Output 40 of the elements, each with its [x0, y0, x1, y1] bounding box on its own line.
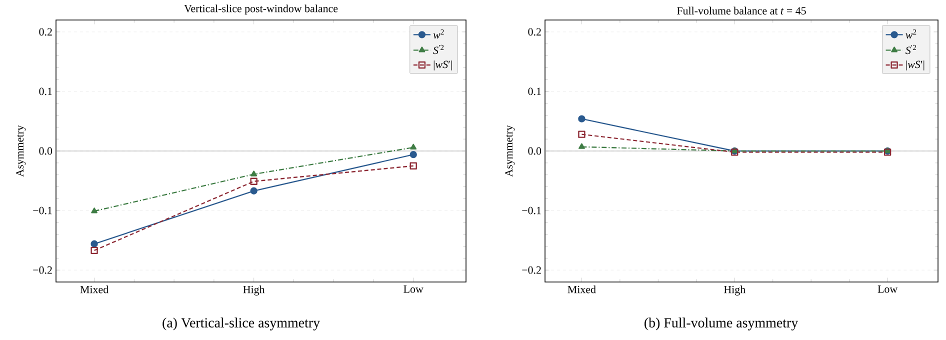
chart-title: Full-volume balance at t = 45	[676, 6, 806, 14]
y-tick-label: −0.2	[522, 266, 541, 274]
point	[250, 187, 258, 194]
y-tick-label: 0.2	[528, 28, 541, 36]
point	[578, 115, 586, 122]
text: (b) Full-volume asymmetry	[644, 318, 798, 330]
legend-label: S$^{′2}$	[433, 44, 444, 54]
y-tick-label: −0.1	[33, 206, 52, 214]
x-tick-label: Low	[404, 286, 424, 293]
legend-label: |wS′|	[906, 60, 924, 70]
point	[90, 246, 98, 254]
legend-label: |wS′|	[434, 60, 452, 70]
point	[578, 143, 585, 149]
x-tick-label: Low	[878, 286, 898, 293]
legend-label: S$^{′2}$	[906, 44, 916, 54]
point	[410, 150, 417, 158]
text: (a) Vertical-slice asymmetry	[162, 318, 320, 330]
x-tick-label: High	[724, 286, 746, 296]
y-tick-label: 0.0	[528, 147, 542, 155]
point	[91, 208, 98, 214]
legend-label: w$^{2}$	[433, 29, 444, 39]
x-tick-label: Mixed	[568, 286, 596, 294]
y-tick-label: −0.1	[522, 206, 541, 214]
legend-label: w$^{2}$	[906, 29, 916, 39]
chart-title: Vertical-slice post-window balance	[184, 4, 338, 14]
y-tick-label: 0.0	[39, 147, 52, 155]
point	[578, 130, 586, 138]
y-tick-label: −0.2	[33, 266, 52, 274]
point	[90, 240, 98, 248]
y-tick-label: 0.1	[528, 88, 541, 96]
point	[250, 170, 258, 176]
y-tick-label: 0.2	[39, 28, 52, 36]
point	[410, 162, 417, 170]
y-axis-title: Asymmetry	[16, 125, 26, 177]
point	[250, 178, 258, 185]
x-tick-label: Mixed	[80, 286, 108, 294]
y-tick-label: 0.1	[39, 88, 52, 96]
x-tick-label: High	[243, 286, 265, 296]
y-axis-title: Asymmetry	[505, 125, 515, 177]
point	[410, 144, 417, 150]
